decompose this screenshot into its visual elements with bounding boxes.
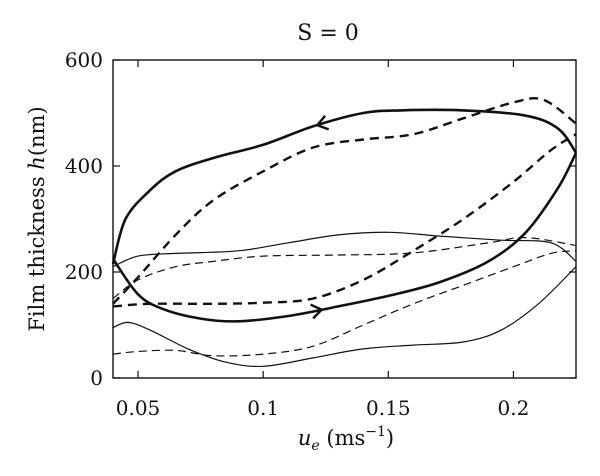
- x-axis-label-unit-exponent: −1: [365, 424, 386, 440]
- series-line-8: [112, 250, 577, 357]
- y-axis-label-unit: (nm): [25, 106, 49, 156]
- x-axis-label-unit-suffix: ): [386, 426, 394, 450]
- plot-frame: [112, 59, 577, 379]
- series-line-5: [112, 231, 577, 268]
- y-tick-label: 200: [65, 260, 103, 284]
- y-tick-label: 400: [65, 154, 103, 178]
- series-line-6: [112, 266, 577, 368]
- series-line-4: [112, 133, 577, 308]
- chart-title: S = 0: [297, 21, 359, 46]
- x-axis-label-symbol: u: [298, 426, 312, 450]
- x-axis-ticks: 0.05 0.1 0.15 0.2: [116, 60, 530, 420]
- series-line-7: [112, 236, 577, 299]
- series-line-2: [111, 152, 578, 323]
- y-axis-ticks: 0 200 400 600: [65, 48, 576, 390]
- chart-title-text: S = 0: [297, 21, 359, 46]
- x-axis-label: ue (ms−1): [298, 424, 394, 454]
- y-axis-label-text: Film thickness: [25, 170, 49, 332]
- x-tick-label: 0.15: [366, 396, 411, 420]
- y-axis-label: Film thickness h(nm): [25, 106, 49, 331]
- x-tick-label: 0.1: [247, 396, 279, 420]
- series-line-3: [112, 97, 577, 305]
- y-tick-label: 600: [65, 48, 103, 72]
- direction-arrow-2: [310, 303, 324, 320]
- series-line-1: [111, 108, 578, 265]
- x-axis-label-subscript: e: [311, 438, 319, 454]
- direction-arrow-1: [315, 115, 330, 131]
- x-tick-label: 0.2: [498, 396, 530, 420]
- series-layer: [111, 97, 578, 368]
- x-tick-label: 0.05: [116, 396, 161, 420]
- y-tick-label: 0: [90, 366, 103, 390]
- y-axis-label-symbol: h: [25, 156, 49, 170]
- x-axis-label-unit-prefix: (ms: [320, 426, 366, 450]
